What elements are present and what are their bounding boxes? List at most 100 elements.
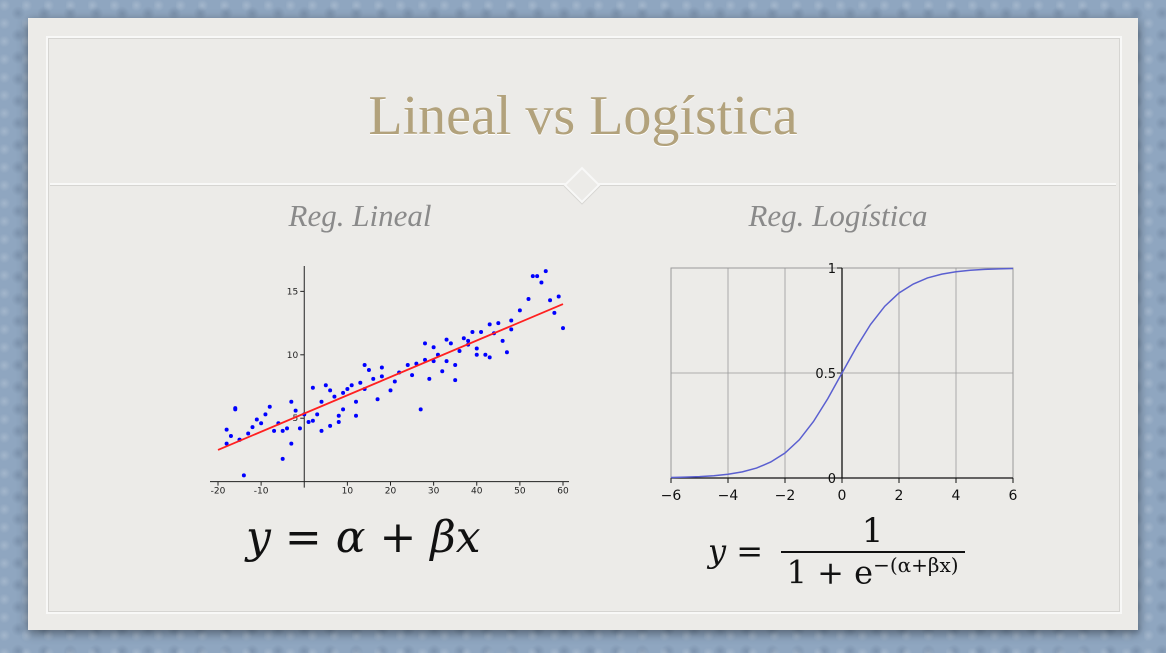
data-point [496,321,501,326]
data-point [371,376,376,381]
data-point [246,431,251,436]
slide-frame [46,36,1122,614]
data-point [224,441,229,446]
logistic-formula: y = 1 1 + e−(α+βx) [708,511,965,592]
data-point [504,350,509,355]
data-point [539,280,544,285]
data-point [453,362,458,367]
formula-exponent: −(α+βx) [873,553,959,577]
data-point [466,338,471,343]
data-point [228,433,233,438]
x-tick-label: 10 [342,487,354,497]
data-point [517,308,522,313]
x-tick-label: 50 [514,487,526,497]
formula-equals: = [284,512,322,563]
x-tick-label: 2 [895,488,904,504]
data-point [224,427,229,432]
data-point [457,348,462,353]
data-point [259,421,264,426]
data-point [310,385,315,390]
data-point [423,357,427,362]
y-tick-label: 5 [293,414,299,424]
data-point [431,345,436,350]
data-point [328,388,333,393]
data-point [448,341,453,346]
data-point [470,329,475,334]
data-point [552,310,557,315]
data-point [543,269,548,274]
data-point [358,380,363,385]
data-point [328,423,333,428]
data-point [556,294,561,299]
data-point [349,383,354,388]
data-point [310,418,315,423]
data-point [410,373,415,378]
data-point [530,274,535,279]
data-point [487,322,492,327]
data-point [483,352,488,357]
x-tick-label: 60 [557,487,569,497]
formula-denominator: 1 + e−(α+βx) [780,551,965,592]
data-point [392,379,397,384]
data-point [500,338,505,343]
data-point [405,362,410,367]
data-point [233,407,238,412]
data-point [509,318,514,323]
linear-regression-chart: -20 -10 10 20 30 40 50 60 5 10 15 [210,266,569,497]
logistic-regression-chart: −6 −4 −2 0 2 4 6 0 0.5 1 [661,262,1018,504]
data-point [388,388,393,393]
data-point [479,329,484,334]
formula-plus: + [379,512,417,563]
data-point [453,378,458,383]
data-point [285,426,289,431]
x-tick-label: -10 [254,487,269,497]
data-point [461,336,466,341]
data-point [474,352,479,357]
y-tick-label: 0.5 [815,367,836,382]
linear-formula: y = α + βx [246,512,481,563]
y-tick-label: 10 [287,351,299,361]
x-tick-label: −4 [718,488,739,504]
slide: Lineal vs Logística Reg. Lineal Reg. Log… [28,18,1138,630]
y-tick-label: 0 [828,472,836,487]
data-point [263,412,268,417]
formula-denominator-base: 1 + e [786,553,874,592]
x-tick-label: 6 [1009,488,1018,504]
data-point [345,387,350,392]
formula-lhs: y [246,512,271,563]
x-tick-label: 30 [428,487,440,497]
data-point [427,376,432,381]
data-point [526,296,531,301]
data-point [315,412,320,417]
data-point [354,399,358,404]
x-tick-label: 4 [952,488,961,504]
data-point [280,456,285,461]
data-point [487,355,492,360]
sigmoid-curve [670,267,1014,479]
data-point [289,399,294,404]
data-point [319,428,324,433]
data-point [341,407,346,412]
data-point [444,359,449,364]
data-point [250,425,255,430]
data-point [267,404,272,409]
data-point [254,417,259,422]
data-point [323,383,328,388]
formula-lhs: y = [708,532,764,571]
data-point [332,394,337,399]
y-tick-label: 1 [828,262,836,277]
data-point [289,441,294,446]
data-point [375,397,380,402]
y-tick-label: 15 [287,287,298,297]
linear-subtitle: Reg. Lineal [288,198,432,233]
data-point [272,428,277,433]
data-point [444,337,449,342]
x-tick-label: −2 [775,488,796,504]
data-point [548,298,553,303]
data-point [535,274,540,279]
formula-beta-x: βx [430,512,481,563]
data-point [306,420,311,425]
data-point [354,413,358,418]
formula-alpha: α [335,512,366,563]
data-point [362,362,367,367]
